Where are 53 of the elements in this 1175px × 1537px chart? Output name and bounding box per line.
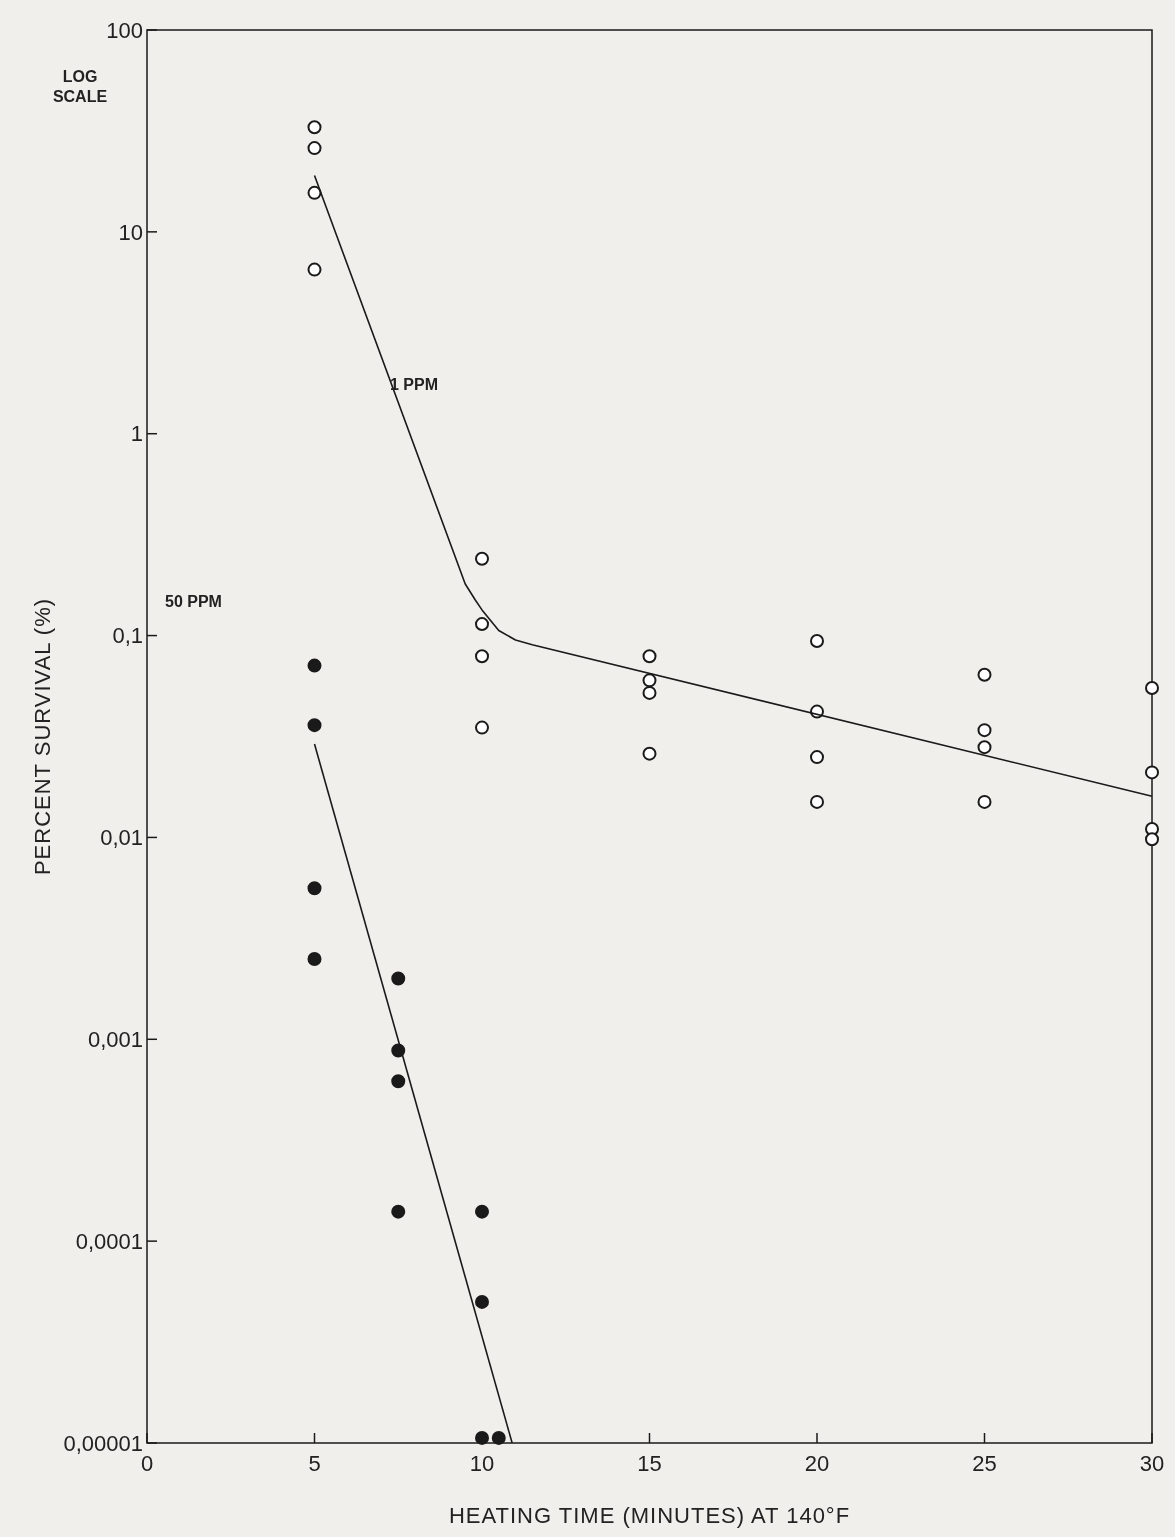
point xyxy=(307,120,322,135)
y-tick-label: 0,00001 xyxy=(63,1430,143,1456)
point xyxy=(977,794,992,809)
point xyxy=(977,723,992,738)
x-tick-label: 20 xyxy=(804,1451,830,1476)
x-tick-label: 25 xyxy=(972,1451,997,1476)
point xyxy=(307,951,322,966)
annotation: 1 PPM xyxy=(390,376,439,393)
point xyxy=(391,971,406,986)
point xyxy=(977,667,992,682)
point xyxy=(1145,680,1159,695)
x-tick-label: 5 xyxy=(308,1451,321,1476)
point xyxy=(475,1294,489,1309)
y-axis-title: PERCENT SURVIVAL (%) xyxy=(30,597,55,876)
point xyxy=(642,673,657,688)
point xyxy=(307,881,322,896)
point xyxy=(307,718,322,733)
point xyxy=(307,262,322,277)
point xyxy=(475,720,489,735)
point xyxy=(491,1430,506,1445)
point xyxy=(977,740,992,755)
point xyxy=(391,1074,406,1089)
point xyxy=(810,750,824,765)
annotation: 50 PPM xyxy=(165,593,222,610)
y-tick-label: 0,001 xyxy=(87,1026,143,1052)
point xyxy=(475,617,489,632)
y-tick-label: 0,01 xyxy=(100,825,143,851)
point xyxy=(475,649,489,664)
x-tick-label: 0 xyxy=(140,1451,154,1476)
point xyxy=(307,141,322,156)
y-tick-label: 100 xyxy=(106,17,143,43)
text: LOG SCALE xyxy=(52,68,108,105)
point xyxy=(1145,832,1159,847)
y-tick-label: 1 xyxy=(130,421,143,447)
point xyxy=(642,746,657,761)
x-tick-label: 10 xyxy=(469,1451,495,1476)
x-tick-label: 30 xyxy=(1139,1451,1165,1476)
x-tick-label: 15 xyxy=(637,1451,662,1476)
point xyxy=(307,658,322,673)
point xyxy=(475,1204,489,1219)
point xyxy=(475,551,489,566)
y-tick-label: 0,0001 xyxy=(75,1228,143,1254)
point xyxy=(391,1204,406,1219)
point xyxy=(1145,765,1159,780)
point xyxy=(810,634,824,648)
x-axis-title: HEATING TIME (MINUTES) AT 140°F xyxy=(448,1503,851,1528)
point xyxy=(475,1430,489,1445)
point xyxy=(642,685,657,700)
point xyxy=(642,649,657,664)
y-tick-label: 0,1 xyxy=(112,623,143,649)
point xyxy=(307,185,322,200)
y-tick-label: 10 xyxy=(118,219,143,245)
point xyxy=(810,794,824,809)
